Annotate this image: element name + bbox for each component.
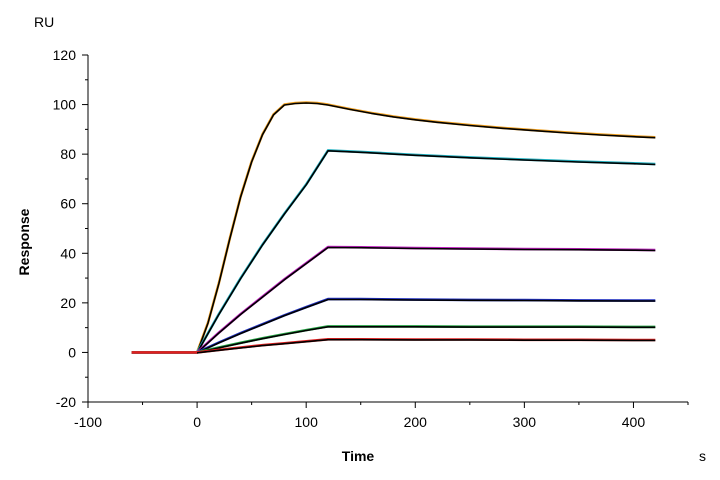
fit-line-1 xyxy=(196,102,656,354)
y-axis-title: Response xyxy=(16,208,32,275)
y-tick-label: 60 xyxy=(60,196,76,212)
x-unit-label: s xyxy=(699,448,706,464)
y-tick-label: -20 xyxy=(56,394,76,410)
y-tick-label: 120 xyxy=(53,47,77,63)
x-tick-label: 400 xyxy=(622,414,646,430)
x-tick-label: 100 xyxy=(295,414,319,430)
fit-line-5 xyxy=(196,325,656,354)
fit-line-3 xyxy=(196,246,656,354)
x-tick-label: 0 xyxy=(193,414,201,430)
y-tick-label: 100 xyxy=(53,97,77,113)
y-unit-label: RU xyxy=(34,14,54,30)
y-tick-label: 20 xyxy=(60,295,76,311)
x-tick-label: -100 xyxy=(74,414,102,430)
fit-line-6 xyxy=(197,338,656,354)
y-tick-label: 80 xyxy=(60,146,76,162)
y-tick-label: 0 xyxy=(68,344,76,360)
x-axis-title: Time xyxy=(342,448,375,464)
series-layer xyxy=(131,101,656,354)
fit-line-4 xyxy=(196,298,656,354)
x-tick-label: 300 xyxy=(513,414,537,430)
fit-line-2 xyxy=(196,150,656,354)
axes: -20 0 20 40 60 80 100 120 -100 0 100 200 300 400 xyxy=(53,47,689,430)
x-tick-label: 200 xyxy=(404,414,428,430)
y-tick-label: 40 xyxy=(60,245,76,261)
